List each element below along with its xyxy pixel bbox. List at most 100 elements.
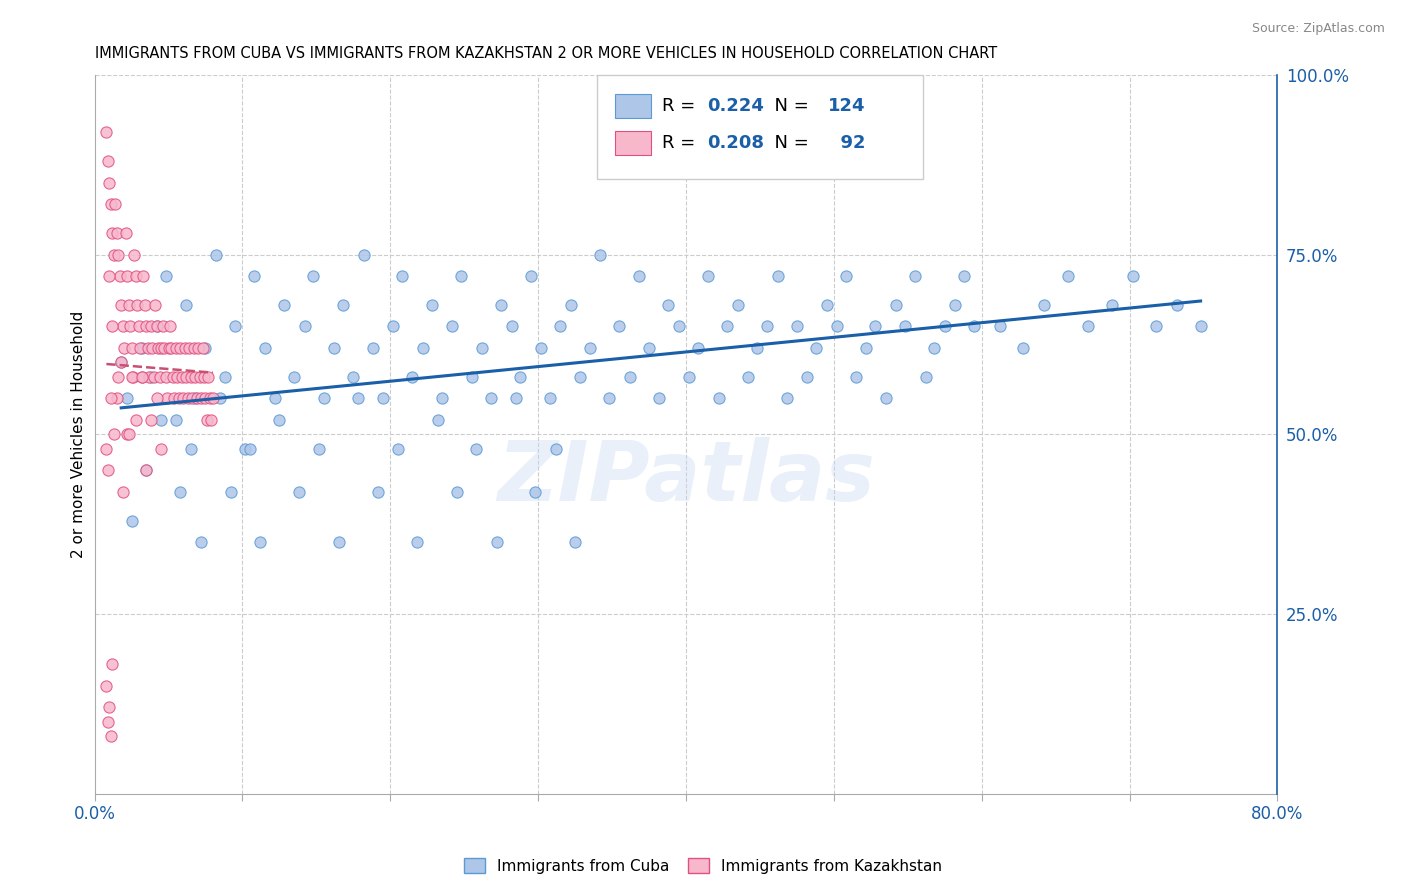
Point	[943, 298, 966, 312]
Point	[165, 341, 187, 355]
Point	[115, 269, 138, 284]
Point	[865, 319, 887, 334]
Point	[107, 369, 129, 384]
Point	[194, 392, 217, 406]
Point	[332, 298, 354, 312]
Point	[139, 319, 162, 334]
Point	[105, 226, 128, 240]
Point	[707, 392, 730, 406]
Point	[97, 714, 120, 729]
Point	[150, 413, 173, 427]
Point	[193, 369, 215, 384]
Point	[485, 535, 508, 549]
Point	[172, 392, 194, 406]
Point	[160, 341, 183, 355]
Point	[239, 442, 262, 456]
Point	[224, 319, 246, 334]
Point	[142, 369, 165, 384]
Point	[131, 369, 153, 384]
Point	[103, 247, 125, 261]
Point	[117, 427, 139, 442]
Point	[786, 319, 808, 334]
Point	[775, 392, 797, 406]
Point	[139, 369, 162, 384]
Point	[264, 392, 287, 406]
Point	[111, 484, 134, 499]
Point	[97, 463, 120, 477]
Point	[353, 247, 375, 261]
Point	[124, 247, 146, 261]
Point	[129, 341, 152, 355]
Point	[294, 319, 316, 334]
Point	[430, 392, 453, 406]
Point	[371, 392, 394, 406]
Point	[367, 484, 389, 499]
Point	[97, 154, 120, 169]
Point	[136, 341, 159, 355]
Point	[179, 341, 201, 355]
Point	[804, 341, 827, 355]
Point	[564, 535, 586, 549]
Point	[387, 442, 409, 456]
Point	[162, 369, 184, 384]
Point	[308, 442, 330, 456]
Point	[412, 341, 434, 355]
Point	[145, 319, 167, 334]
Point	[104, 197, 127, 211]
Point	[191, 341, 214, 355]
Point	[346, 392, 368, 406]
Point	[108, 269, 131, 284]
Point	[184, 392, 207, 406]
Point	[441, 319, 464, 334]
Text: 0.208: 0.208	[707, 134, 765, 153]
Point	[287, 484, 309, 499]
Legend: Immigrants from Cuba, Immigrants from Kazakhstan: Immigrants from Cuba, Immigrants from Ka…	[457, 852, 949, 880]
Point	[205, 247, 228, 261]
Point	[550, 319, 572, 334]
Point	[209, 392, 232, 406]
Point	[180, 369, 202, 384]
Point	[167, 392, 190, 406]
Point	[143, 298, 166, 312]
Point	[756, 319, 779, 334]
Point	[934, 319, 956, 334]
Point	[121, 341, 143, 355]
Point	[737, 369, 759, 384]
Point	[243, 269, 266, 284]
Point	[169, 341, 191, 355]
Point	[598, 392, 620, 406]
Point	[188, 369, 211, 384]
Point	[627, 269, 650, 284]
Point	[135, 463, 157, 477]
Point	[101, 319, 124, 334]
Point	[845, 369, 868, 384]
Point	[283, 369, 305, 384]
Point	[766, 269, 789, 284]
Point	[146, 341, 169, 355]
Point	[183, 341, 205, 355]
Point	[904, 269, 927, 284]
Point	[141, 341, 163, 355]
Point	[609, 319, 631, 334]
Point	[198, 392, 221, 406]
Point	[125, 413, 148, 427]
Point	[914, 369, 936, 384]
Point	[1122, 269, 1144, 284]
Point	[544, 442, 567, 456]
Point	[131, 341, 153, 355]
Point	[253, 341, 276, 355]
Point	[101, 226, 124, 240]
Point	[501, 319, 523, 334]
Point	[98, 700, 121, 714]
Point	[1032, 298, 1054, 312]
Point	[121, 369, 143, 384]
Point	[139, 413, 162, 427]
Point	[111, 319, 134, 334]
Point	[135, 463, 157, 477]
Point	[648, 392, 671, 406]
Point	[953, 269, 976, 284]
Point	[114, 226, 136, 240]
Point	[269, 413, 291, 427]
Point	[924, 341, 946, 355]
Text: 0.224: 0.224	[707, 97, 765, 115]
